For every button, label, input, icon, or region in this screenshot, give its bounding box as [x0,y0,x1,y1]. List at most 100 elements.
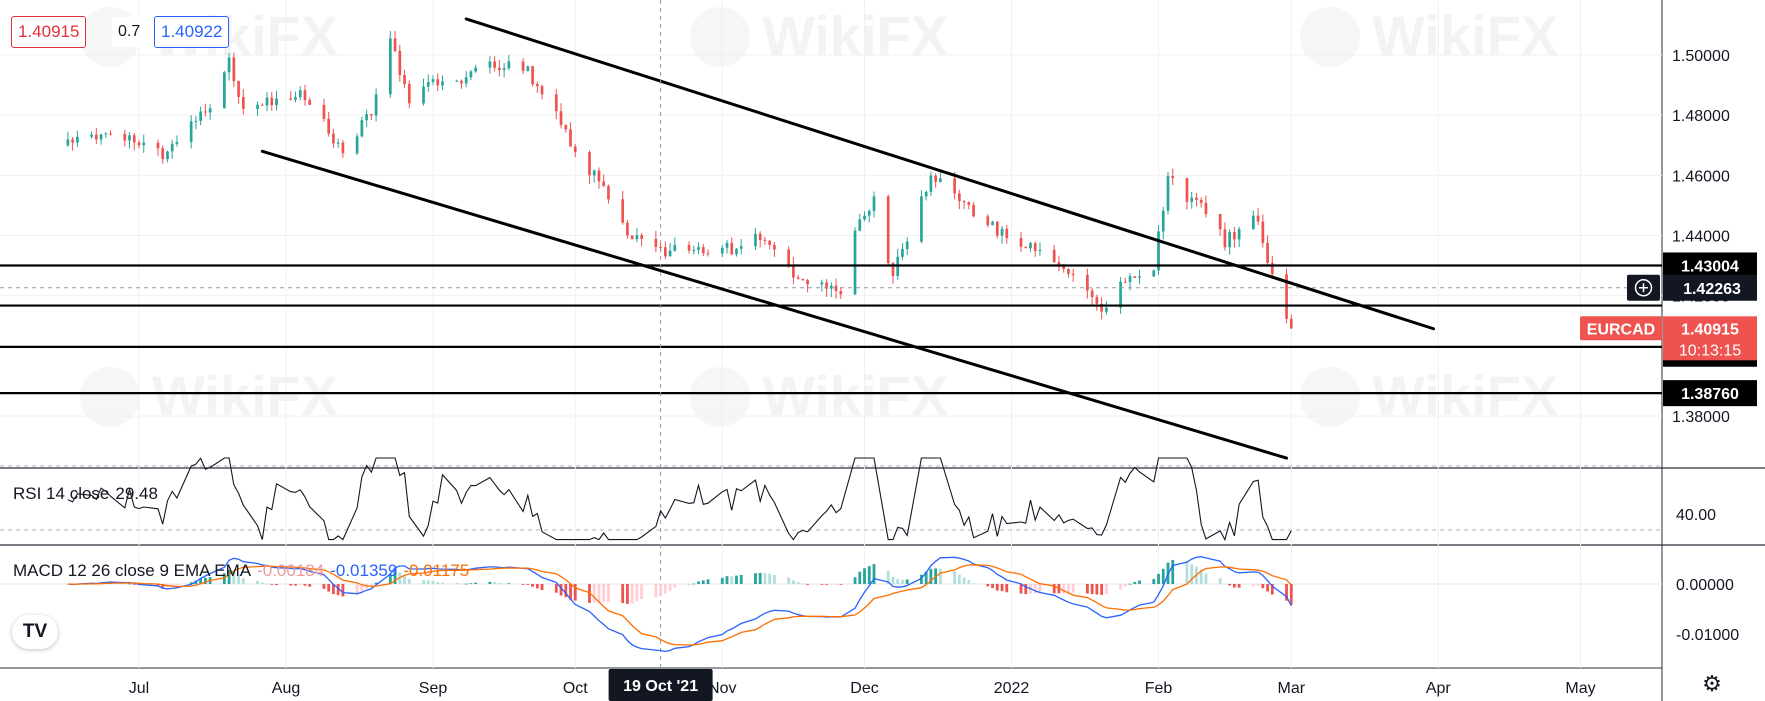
buy-price-button[interactable]: 1.40922 [154,16,230,48]
macd-histogram-bar [265,583,269,585]
macd-histogram-bar [867,566,871,584]
macd-histogram-bar [303,584,307,586]
dashed-level-label: 1.42263 [1683,281,1741,298]
candle-body [241,96,245,109]
macd-histogram-bar [768,573,772,584]
candle-body [294,97,297,100]
candle-body [597,170,601,182]
dashed-level-label-background [1663,274,1757,301]
candle-body [474,67,478,72]
candle-body [920,196,923,242]
macd-histogram-bar [1152,578,1156,584]
macd-histogram-bar [535,584,539,589]
candle-body [374,94,378,116]
price-axis-tick-label: 1.48000 [1672,108,1730,125]
price-axis-tick-label: 1.50000 [1672,48,1730,65]
candle-body [270,97,274,106]
candle-body [498,67,501,71]
macd-histogram-bar [374,582,378,584]
candle-body [1133,276,1137,278]
candle-body [607,185,610,200]
candle-body [128,135,131,141]
candle-body [687,244,691,251]
macd-histogram-bar [673,584,677,588]
candle-body [360,120,364,137]
candlesticks [66,30,1293,330]
rsi-legend[interactable]: RSI 14 close 29.48 [13,484,158,504]
sell-price-button[interactable]: 1.40915 [11,16,87,48]
candle-body [730,242,734,255]
macd-histogram-bar [531,584,534,587]
macd-histogram-bar [332,584,335,595]
candle-body [388,38,392,95]
candle-body [123,133,127,141]
macd-histogram-bar [327,584,331,592]
macd-histogram-bar [1062,584,1066,594]
candle-body [260,104,264,106]
candle-body [1067,268,1070,274]
candle-body [573,146,577,153]
macd-histogram-bar [132,584,136,585]
macd-histogram-bar [294,584,297,586]
macd-histogram-bar [621,584,625,604]
candle-body [1119,281,1122,308]
macd-histogram-bar [455,583,459,584]
candle-body [706,253,710,255]
candle-body [403,75,406,84]
watermark-logo-icon [1300,7,1360,67]
candle-body [431,79,435,82]
candle-body [787,249,790,265]
macd-histogram-bar [654,584,658,598]
macd-histogram-bar [526,584,530,585]
gear-icon[interactable]: ⚙ [1702,671,1722,696]
macd-histogram-bar [863,568,866,584]
macd-legend[interactable]: MACD 12 26 close 9 EMA EMA -0.00184 -0.013… [13,561,469,581]
rsi-title: RSI 14 close [13,484,110,503]
candle-body [76,136,79,143]
plus-circle-icon [1634,279,1653,297]
macd-histogram-bar [1024,584,1028,595]
watermark-logo-icon [690,367,750,427]
macd-histogram-bar [241,578,245,584]
tradingview-logo[interactable]: TV [12,615,58,649]
macd-histogram-bar [123,583,127,585]
candle-body [493,61,496,68]
macd-histogram-bar [270,584,274,585]
macd-histogram-bar [1067,584,1070,594]
trendlines [260,17,1436,460]
time-axis-tick-label: Feb [1145,680,1173,697]
time-axis-tick-label: Jul [129,680,149,697]
level-label-4-background [1663,380,1757,407]
watermark-text: WikiFX [1372,4,1558,67]
candle-body [1090,290,1094,298]
candle-body [886,196,890,264]
macd-histogram-bar [1052,584,1056,594]
candle-body [953,178,956,194]
candle-body [398,50,402,76]
time-axis-tick-label: Sep [419,680,448,697]
candle-body [407,83,411,104]
candle-body [1223,229,1227,248]
horizontal-levels [0,264,1662,395]
macd-histogram-bar [796,582,800,584]
candle-body [654,238,658,248]
macd-signal-value: -0.01175 [403,561,470,580]
macd-axis-tick-label: 0.00000 [1676,577,1734,594]
macd-histogram-bar [1033,584,1037,594]
crosshair-date-label: 19 Oct '21 [623,678,698,695]
candle-body [697,247,700,250]
macd-histogram-bar [905,579,909,584]
macd-histogram-bar [957,574,961,584]
macd-histogram-bar [403,574,406,584]
candle-body [189,121,193,143]
candle-body [132,135,136,143]
macd-histogram-bar [355,584,359,595]
macd-histogram-bar [872,564,876,584]
macd-histogram-bar [706,579,710,584]
macd-histogram-bar [1090,584,1094,595]
candle-body [502,68,506,71]
price-axis: 1.500001.480001.460001.440001.420001.380… [1580,48,1757,644]
candle-body [664,247,667,257]
candle-body [227,57,231,73]
